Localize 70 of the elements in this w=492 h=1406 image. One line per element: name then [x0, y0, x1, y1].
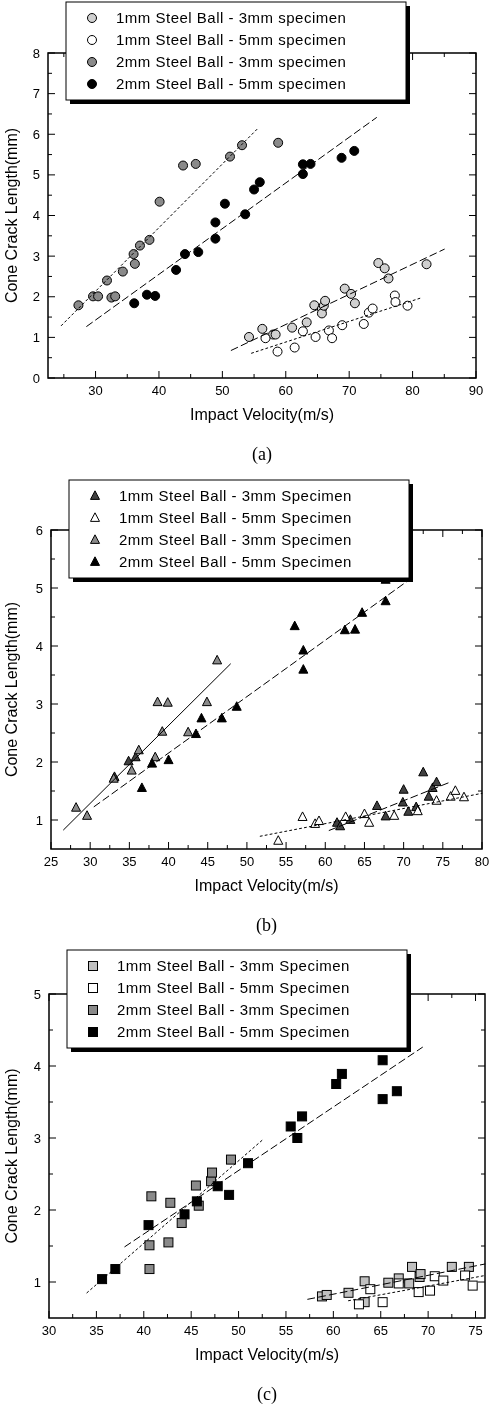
x-tick-label: 80: [474, 854, 490, 869]
x-tick-label: 40: [136, 1323, 152, 1338]
y-tick-label: 2: [33, 1202, 41, 1218]
x-tick-label: 30: [41, 1323, 57, 1338]
y-axis-title: Cone Crack Length(mm): [3, 1068, 20, 1244]
y-tick-label: 6: [35, 522, 43, 538]
x-tick-label: 55: [278, 854, 294, 869]
legend-label: 2mm Steel Ball - 3mm Specimen: [119, 531, 352, 548]
x-tick-label: 25: [43, 854, 59, 869]
legend-label: 1mm Steel Ball - 3mm specimen: [116, 9, 347, 26]
x-tick-label: 55: [278, 1323, 294, 1338]
x-tick-label: 50: [215, 383, 230, 398]
legend-label: 1mm Steel Ball - 5mm Specimen: [119, 509, 352, 526]
y-tick-label: 5: [35, 580, 43, 596]
x-tick-label: 60: [318, 854, 333, 869]
legend-label: 2mm Steel Ball - 3mm specimen: [116, 53, 347, 70]
x-tick-label: 50: [239, 854, 255, 869]
x-tick-label: 75: [468, 1323, 483, 1338]
x-tick-label: 70: [396, 854, 411, 869]
x-tick-label: 35: [122, 854, 137, 869]
x-tick-label: 90: [468, 383, 484, 398]
x-tick-label: 80: [405, 383, 420, 398]
x-tick-label: 70: [341, 383, 357, 398]
y-tick-label: 3: [35, 696, 43, 712]
x-tick-label: 60: [278, 383, 294, 398]
x-tick-label: 30: [82, 854, 98, 869]
x-tick-label: 65: [373, 1323, 388, 1338]
legend-label: 1mm Steel Ball - 5mm specimen: [116, 31, 347, 48]
legend-label: 2mm Steel Ball - 5mm specimen: [116, 75, 347, 92]
text: (a): [252, 444, 272, 465]
x-tick-label: 45: [183, 1323, 199, 1338]
legend-label: 2mm Steel Ball - 5mm Specimen: [119, 553, 352, 570]
y-tick-label: 2: [32, 289, 40, 305]
x-tick-label: 45: [200, 854, 215, 869]
x-tick-label: 40: [151, 383, 167, 398]
x-axis-title: Impact Velocity(m/s): [194, 1346, 340, 1363]
x-tick-label: 60: [326, 1323, 341, 1338]
y-tick-label: 0: [32, 370, 40, 386]
legend-label: 1mm Steel Ball - 3mm Specimen: [119, 487, 352, 504]
y-tick-label: 5: [33, 986, 41, 1002]
y-tick-label: 1: [32, 329, 40, 345]
legend-label: 1mm Steel Ball - 5mm Specimen: [117, 979, 350, 996]
y-tick-label: 7: [32, 86, 40, 102]
text: (b): [256, 915, 277, 936]
legend-label: 2mm Steel Ball - 5mm Specimen: [117, 1023, 350, 1040]
y-tick-label: 6: [32, 126, 40, 142]
x-tick-label: 65: [357, 854, 372, 869]
x-axis-title: Impact Velocity(m/s): [189, 406, 335, 423]
y-axis-title: Cone Crack Length(mm): [3, 601, 20, 778]
y-tick-label: 3: [32, 248, 40, 264]
x-tick-label: 35: [89, 1323, 104, 1338]
y-tick-label: 4: [35, 638, 43, 654]
y-tick-label: 3: [33, 1130, 41, 1146]
x-axis-title: Impact Velocity(m/s): [194, 877, 339, 894]
y-tick-label: 1: [35, 812, 43, 828]
y-tick-label: 4: [33, 1058, 41, 1074]
legend-label: 2mm Steel Ball - 3mm Specimen: [117, 1001, 350, 1018]
y-tick-label: 2: [35, 754, 43, 770]
y-tick-label: 1: [33, 1274, 41, 1290]
y-tick-label: 8: [32, 45, 40, 61]
y-axis-title: Cone Crack Length(mm): [3, 127, 20, 304]
x-tick-label: 30: [88, 383, 103, 398]
x-tick-label: 50: [231, 1323, 246, 1338]
x-tick-label: 40: [161, 854, 176, 869]
text: (c): [257, 1384, 277, 1405]
y-tick-label: 5: [32, 167, 40, 183]
x-tick-label: 75: [435, 854, 451, 869]
legend-label: 1mm Steel Ball - 3mm Specimen: [117, 957, 350, 974]
y-tick-label: 4: [32, 208, 40, 223]
x-tick-label: 70: [420, 1323, 436, 1338]
